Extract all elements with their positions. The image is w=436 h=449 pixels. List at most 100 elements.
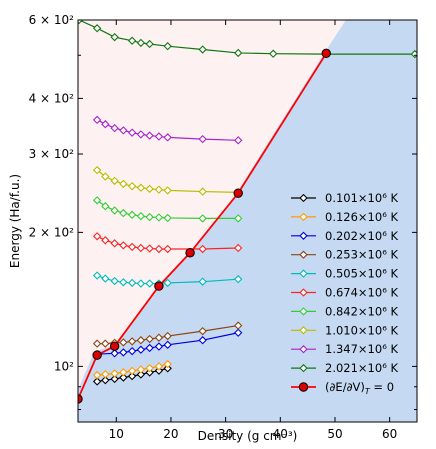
series-3-point — [198, 336, 207, 345]
legend-label: 0.202×10⁶ K — [325, 229, 398, 243]
series-10-point — [234, 48, 243, 58]
series-7-point — [163, 213, 172, 223]
series-1 — [92, 364, 172, 386]
x-tick-label: 20 — [163, 427, 178, 441]
series-1-point — [92, 377, 102, 386]
series-11 — [78, 48, 331, 404]
series-3-point — [154, 342, 164, 351]
series-10-line — [78, 20, 415, 55]
legend-label: 0.101×10⁶ K — [325, 191, 398, 205]
series-10 — [78, 20, 417, 59]
series-6-point — [101, 236, 110, 245]
x-tick-label: 40 — [273, 427, 288, 441]
series-8-point — [154, 185, 164, 194]
series-2-point — [101, 370, 110, 379]
series-7-point — [145, 212, 154, 222]
legend-label: 0.842×10⁶ K — [325, 304, 398, 318]
series-1-point — [154, 366, 164, 375]
axes: 10 20 30 40 50 60 10² 2 × 10² 3 × 10² 4 × 10² 6 × … — [29, 13, 417, 441]
legend-marker — [299, 269, 308, 278]
series-6-point — [145, 244, 154, 253]
y-tick-label: 2 × 10² — [29, 225, 75, 239]
legend-entry: 0.505×10⁶ K — [291, 267, 398, 281]
series-5-point — [234, 275, 243, 284]
series-5-point — [127, 278, 137, 288]
series-4-point — [127, 337, 137, 346]
legend-entry: 1.010×10⁶ K — [291, 323, 398, 337]
series-7-point — [119, 208, 128, 218]
series-3-point — [127, 346, 137, 356]
series-11-point — [109, 341, 120, 351]
series-1-point — [145, 368, 154, 377]
y-tick-label: 3 × 10² — [29, 147, 75, 161]
series-2-point — [92, 370, 102, 380]
legend-entry: 0.674×10⁶ K — [291, 286, 398, 300]
legend-entry: 0.253×10⁶ K — [291, 248, 398, 262]
series-7-point — [136, 211, 146, 221]
series-9-point — [154, 132, 164, 141]
series-3-point — [136, 345, 146, 354]
series-11-point — [321, 48, 331, 59]
series-2-point — [145, 363, 154, 373]
series-6-point — [110, 239, 119, 248]
series-6-point — [92, 232, 102, 241]
series-8-point — [198, 187, 207, 196]
series-6-point — [198, 244, 207, 254]
region-lower — [78, 20, 417, 422]
y-tick-label: 4 × 10² — [29, 91, 75, 105]
series-11-point — [233, 188, 243, 198]
series-2-point — [154, 362, 164, 371]
series-8-point — [145, 184, 154, 194]
series-7-point — [154, 213, 164, 222]
legend-label: 0.253×10⁶ K — [325, 248, 398, 262]
series-1-point — [163, 364, 172, 373]
series-6 — [92, 232, 243, 254]
series-layer — [78, 20, 417, 404]
series-4-point — [163, 331, 172, 341]
y-axis-label: Energy (Ha/f.u.) — [8, 174, 22, 268]
series-10-point — [269, 49, 278, 58]
series-7-point — [92, 196, 102, 205]
x-axis-label: Density (g cm⁻³) — [198, 429, 298, 443]
legend-entry: 1.347×10⁶ K — [291, 342, 398, 356]
series-2-point — [110, 369, 119, 378]
series-4-point — [119, 338, 128, 347]
series-7-point — [101, 202, 110, 211]
legend-marker — [298, 382, 309, 392]
series-3-point — [119, 348, 128, 357]
series-7 — [92, 196, 243, 223]
region-upper — [78, 20, 346, 391]
series-6-point — [136, 243, 146, 253]
legend-marker — [299, 193, 308, 203]
series-9-point — [163, 133, 172, 142]
series-10-point — [78, 20, 84, 25]
series-10-point — [198, 45, 207, 54]
series-9-point — [119, 126, 128, 135]
legend-entry: 0.101×10⁶ K — [291, 191, 398, 205]
series-4-point — [136, 336, 146, 345]
series-10-point — [163, 42, 172, 51]
series-8-point — [163, 186, 172, 195]
series-5-point — [110, 276, 119, 286]
series-8-point — [136, 183, 146, 192]
series-1-point — [110, 374, 119, 384]
series-3-point — [145, 343, 154, 353]
series-6-point — [154, 244, 164, 254]
series-11-point — [185, 248, 195, 258]
x-tick-label: 60 — [382, 427, 397, 441]
series-3-point — [110, 349, 119, 358]
series-9 — [92, 115, 243, 145]
series-9-point — [145, 131, 154, 140]
legend-label: (∂E/∂V)T = 0 — [325, 380, 394, 396]
series-8 — [92, 165, 243, 197]
series-10-point — [136, 38, 146, 48]
series-9-point — [127, 128, 137, 137]
series-5-point — [101, 274, 110, 283]
series-7-point — [127, 210, 137, 220]
series-7-point — [110, 206, 119, 215]
legend-marker — [299, 326, 308, 335]
series-8-point — [110, 176, 119, 186]
legend-entry: 0.202×10⁶ K — [291, 229, 398, 243]
legend-marker — [299, 231, 308, 240]
series-4-point — [145, 334, 154, 344]
